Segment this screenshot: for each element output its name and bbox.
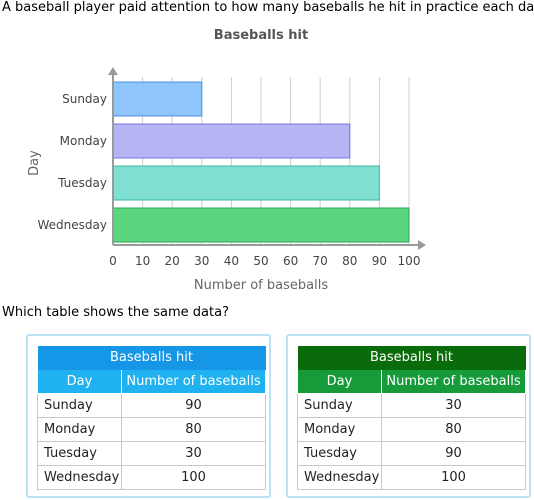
x-tick-label: 100 [398, 254, 421, 268]
x-axis-arrow [418, 240, 426, 250]
x-tick-label: 50 [253, 254, 268, 268]
x-tick-label: 10 [135, 254, 150, 268]
cell-number: 30 [121, 441, 266, 466]
cell-number: 100 [381, 465, 526, 490]
cell-number: 80 [381, 417, 526, 442]
x-axis-label: Number of baseballs [194, 278, 328, 293]
category-label: Wednesday [38, 218, 107, 232]
column-header-number: Number of baseballs [121, 369, 266, 394]
bar-chart: Baseballs hit Sunday Monday Tuesday Wednesda… [27, 28, 426, 293]
y-axis-label: Day [27, 150, 42, 176]
answer-choice-1[interactable]: Baseballs hit Day Number of baseballs Su… [26, 334, 271, 498]
column-header-day: Day [297, 369, 382, 394]
x-tick-label: 80 [342, 254, 357, 268]
category-label: Monday [60, 134, 107, 148]
table-row: Monday 80 [37, 417, 266, 442]
table-row: Sunday 90 [37, 393, 266, 418]
prompt-text: Which table shows the same data? [2, 305, 229, 320]
cell-day: Monday [297, 417, 382, 442]
x-tick-label: 70 [313, 254, 328, 268]
x-tick-label: 30 [194, 254, 209, 268]
table-row: Tuesday 90 [297, 441, 526, 466]
table-caption: Baseballs hit [37, 345, 266, 370]
category-label: Tuesday [57, 176, 107, 190]
cell-day: Tuesday [297, 441, 382, 466]
answer-choice-2[interactable]: Baseballs hit Day Number of baseballs Su… [286, 334, 531, 498]
chart-title: Baseballs hit [214, 28, 308, 43]
x-tick-label: 90 [372, 254, 387, 268]
table-row: Wednesday 100 [297, 465, 526, 490]
bar-monday [112, 123, 351, 159]
column-header-number: Number of baseballs [381, 369, 526, 394]
table-row: Tuesday 30 [37, 441, 266, 466]
table-row: Wednesday 100 [37, 465, 266, 490]
question-text: A baseball player paid attention to how … [2, 0, 534, 15]
table-caption: Baseballs hit [297, 345, 526, 370]
choice-table-1: Baseballs hit Day Number of baseballs Su… [37, 345, 266, 490]
cell-number: 80 [121, 417, 266, 442]
cell-day: Tuesday [37, 441, 122, 466]
table-row: Sunday 30 [297, 393, 526, 418]
bar-sunday [112, 81, 203, 117]
bar-tuesday [112, 165, 380, 201]
choice-table-2: Baseballs hit Day Number of baseballs Su… [297, 345, 526, 490]
cell-day: Sunday [37, 393, 122, 418]
cell-number: 30 [381, 393, 526, 418]
cell-number: 90 [121, 393, 266, 418]
cell-day: Wednesday [37, 465, 122, 490]
table-row: Monday 80 [297, 417, 526, 442]
cell-number: 90 [381, 441, 526, 466]
cell-day: Sunday [297, 393, 382, 418]
x-tick-label: 60 [283, 254, 298, 268]
cell-day: Monday [37, 417, 122, 442]
y-axis-arrow [108, 67, 118, 75]
bar-wednesday [112, 207, 410, 243]
cell-day: Wednesday [297, 465, 382, 490]
cell-number: 100 [121, 465, 266, 490]
x-tick-label: 40 [224, 254, 239, 268]
column-header-day: Day [37, 369, 122, 394]
x-tick-label: 20 [165, 254, 180, 268]
category-label: Sunday [62, 92, 107, 106]
x-tick-label: 0 [109, 254, 117, 268]
